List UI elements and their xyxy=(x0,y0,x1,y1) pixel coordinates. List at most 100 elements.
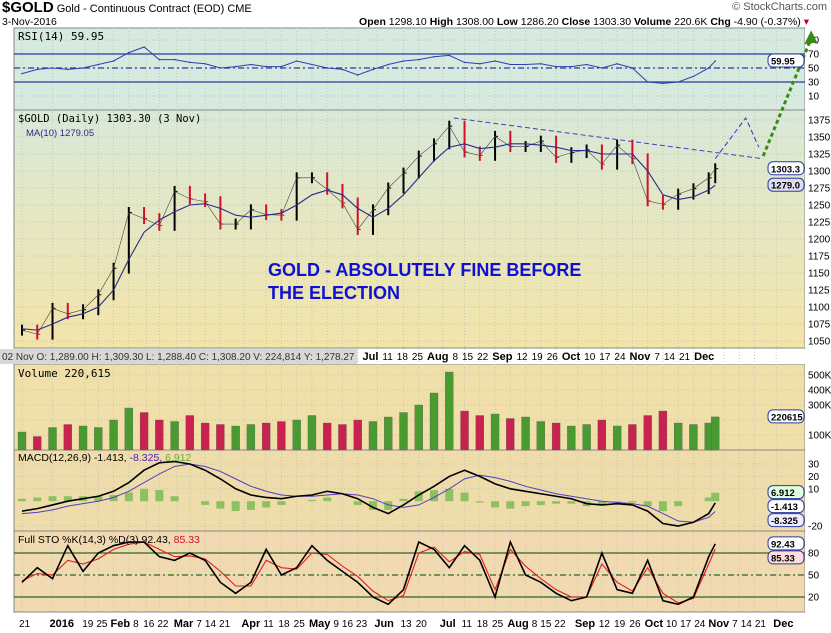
rsi-point xyxy=(417,58,420,61)
date-axis-top-label: 24 xyxy=(614,352,626,363)
macd-histogram-bar xyxy=(63,496,72,502)
date-axis-label: 14 xyxy=(205,619,217,630)
rsi-point xyxy=(66,68,69,71)
y-tick-label: 1275 xyxy=(808,184,831,195)
date-axis-top-label: 7 xyxy=(654,352,660,363)
macd-histogram-bar xyxy=(307,499,316,502)
date-axis-top-label: 15 xyxy=(462,352,474,363)
rsi-point xyxy=(158,58,161,61)
date-axis-label: 11 xyxy=(263,619,274,630)
date-axis-label: 23 xyxy=(356,619,368,630)
date-axis-label: 25 xyxy=(492,619,504,630)
price-badge xyxy=(767,161,805,176)
date-axis-top-label: Aug xyxy=(427,351,448,363)
date-axis-top-label: 26 xyxy=(547,352,559,363)
date-axis-top-label: 8 xyxy=(452,352,458,363)
macd-histogram-bar xyxy=(536,501,545,505)
triangle-down-icon: ▾ xyxy=(803,16,809,28)
y-tick-label: 1150 xyxy=(808,269,830,280)
macd-histogram-bar xyxy=(155,490,164,502)
volume-bar xyxy=(445,371,454,451)
date-axis-label: Nov xyxy=(708,618,730,630)
date-axis-label: 8 xyxy=(133,619,139,630)
volume-bar xyxy=(689,424,698,451)
rsi-point xyxy=(280,65,283,68)
close-label: Close xyxy=(561,16,591,28)
volume-bar xyxy=(155,419,164,451)
y-tick-label: 80 xyxy=(808,549,820,560)
macd-histogram-bar xyxy=(445,488,454,502)
macd-histogram-bar xyxy=(460,492,469,502)
macd-histogram-bar xyxy=(109,495,118,502)
macd-histogram-bar xyxy=(414,491,423,502)
volume-bar xyxy=(414,404,423,451)
macd-histogram-bar xyxy=(399,498,408,502)
volume-value: 220.6K xyxy=(674,16,708,28)
chart-title: $GOLD Gold - Continuous Contract (EOD) C… xyxy=(2,0,252,17)
date-axis-label: 13 xyxy=(401,619,413,630)
macd-badge xyxy=(767,499,805,514)
date-axis-top-label: 12 xyxy=(516,352,528,363)
ma-badge xyxy=(767,177,805,192)
rsi-point xyxy=(714,60,717,62)
date-axis-label: 15 xyxy=(540,619,552,630)
date-axis-top-label: Oct xyxy=(562,351,581,363)
y-tick-label: 1300 xyxy=(808,167,831,178)
rsi-point xyxy=(250,63,252,66)
date-axis-label: Oct xyxy=(645,618,664,630)
date-axis-label: Apr xyxy=(241,618,261,630)
date-axis-top-label: Nov xyxy=(630,351,652,363)
rsi-badge xyxy=(767,53,805,68)
sto-k-badge xyxy=(767,536,805,551)
y-tick-label: 10 xyxy=(808,92,820,103)
macd-histogram-bar xyxy=(94,496,103,502)
rsi-point xyxy=(112,60,115,62)
date-axis-label: 22 xyxy=(157,619,169,630)
sto-label: Full STO %K(14,3) %D(3) 92.43, 85.33 xyxy=(18,534,200,546)
date-axis-label: 7 xyxy=(196,619,202,630)
volume-bar xyxy=(460,410,469,451)
date-axis-label: 12 xyxy=(599,619,611,630)
volume-bar xyxy=(139,412,149,451)
rsi-point xyxy=(707,67,710,69)
date-axis-label: 16 xyxy=(342,619,354,630)
rsi-point xyxy=(372,68,374,71)
macd-hist-badge-text: 6.912 xyxy=(771,488,795,499)
y-tick-label: 300K xyxy=(808,401,831,412)
date-axis-label: 8 xyxy=(532,619,538,630)
date-axis-label: 25 xyxy=(294,619,306,630)
volume-bar xyxy=(323,422,332,451)
macd-histogram-bar xyxy=(613,501,622,503)
price-line xyxy=(21,125,716,335)
instrument-name: Gold - Continuous Contract (EOD) CME xyxy=(56,3,252,15)
open-value: 1298.10 xyxy=(388,16,427,28)
y-tick-label: 1075 xyxy=(808,320,831,331)
macd-line xyxy=(21,460,716,527)
date-axis-top-label: 14 xyxy=(664,352,676,363)
annotation-line-2: THE ELECTION xyxy=(268,283,400,303)
y-tick-label: 1325 xyxy=(808,150,831,161)
macd-histogram-bar xyxy=(140,488,149,502)
y-tick-label: 70 xyxy=(808,50,820,61)
y-tick-label: 1125 xyxy=(808,286,830,297)
volume-bar xyxy=(658,410,668,451)
price-badge-text: 1303.3 xyxy=(771,164,800,175)
rsi-point xyxy=(295,60,298,62)
rsi-point xyxy=(173,58,176,61)
symbol: $GOLD xyxy=(2,0,54,16)
macd-histogram-bar xyxy=(491,501,500,508)
volume-bar xyxy=(384,416,393,451)
macd-signal-badge xyxy=(767,513,805,528)
date-axis-label: 16 xyxy=(143,619,155,630)
macd-signal-line xyxy=(21,463,716,523)
volume-bar xyxy=(399,412,408,451)
rsi-point xyxy=(646,81,649,83)
brand-logo[interactable]: © StockCharts.com xyxy=(732,1,827,13)
date-axis-label: 19 xyxy=(82,619,94,630)
macd-histogram-bar xyxy=(368,501,377,510)
y-tick-label: 1250 xyxy=(808,201,831,212)
y-tick-label: 1050 xyxy=(808,337,831,348)
y-tick-label: 10 xyxy=(808,484,820,495)
volume-bar xyxy=(711,416,720,451)
